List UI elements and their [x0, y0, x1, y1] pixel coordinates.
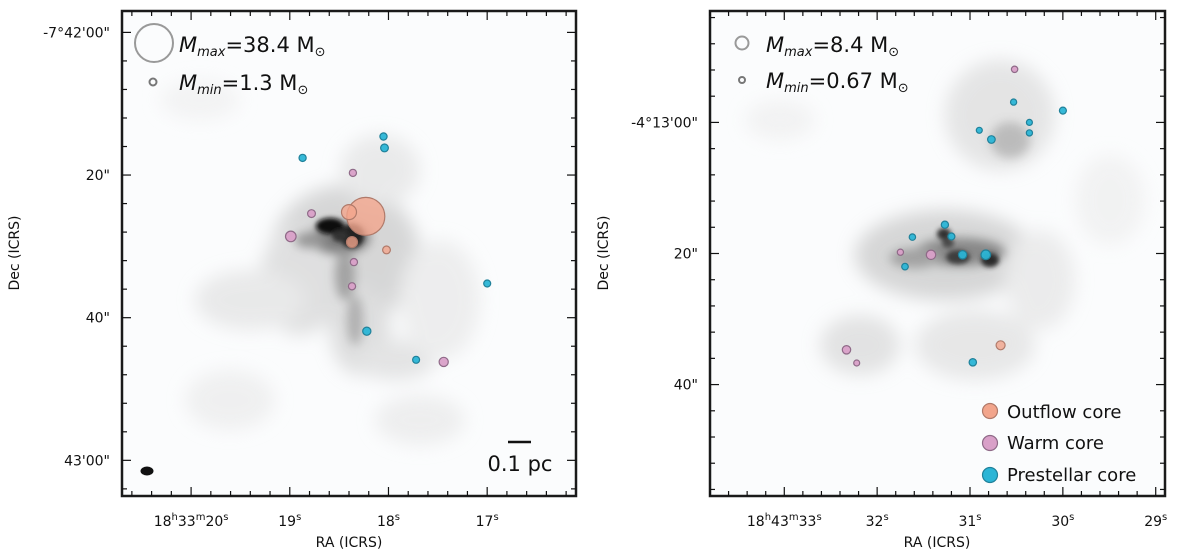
left-x-tick-label-2: 18s [377, 512, 400, 530]
left-panel: 18h33m20s 19s 18s 17s-7°42'00"20"40"43'00" … [7, 9, 578, 551]
left-prestellar-core-point-2 [298, 153, 307, 163]
left-outflow-core-point-3 [382, 245, 392, 255]
right-warm-core-point-2 [896, 248, 905, 256]
left-prestellar-core-point-3 [362, 326, 372, 336]
beam-ellipse [140, 466, 154, 476]
right-legend-max-circle [734, 35, 750, 51]
right-mass-legend: Mmax=8.4 M⊙ Mmin=0.67 M⊙ [734, 33, 909, 96]
right-legend-min-label: Mmin=0.67 M⊙ [766, 69, 909, 96]
left-warm-core-point-4 [347, 282, 357, 291]
left-prestellar-core-point-0 [379, 132, 388, 141]
left-tick-labels: 18h33m20s 19s 18s 17s -7°42'00" 20" 40" 43'00" [43, 25, 499, 530]
right-prestellar-core-point-2 [957, 250, 968, 260]
legend-prestellar-marker [981, 466, 999, 484]
left-outflow-core-point-1 [340, 204, 358, 221]
left-ticks [122, 11, 576, 496]
left-x-tick-label-1: 19s [278, 512, 301, 530]
left-y-axis-label: Dec (ICRS) [7, 216, 23, 291]
right-x-tick-label-4: 29s [1144, 512, 1167, 530]
left-mass-legend: Mmax=38.4 M⊙ Mmin=1.3 M⊙ [134, 23, 326, 98]
right-y-tick-label-2: 40" [674, 378, 698, 394]
left-legend-max-circle [134, 23, 174, 63]
right-prestellar-core-point-8 [1009, 98, 1018, 106]
left-x-axis-label: RA (ICRS) [316, 535, 383, 551]
legend-warm-label: Warm core [1007, 433, 1104, 454]
left-y-tick-label-3: 43'00" [64, 453, 110, 469]
scale-bar-label: 0.1 pc [488, 452, 553, 476]
right-panel: 18h43m33s 32s 31s 30s 29s -4°13'00" 20" 40" Mma… [596, 9, 1167, 551]
left-y-tick-label-2: 40" [86, 311, 110, 327]
right-y-tick-label-1: 20" [674, 247, 698, 263]
left-prestellar-core-point-4 [412, 355, 421, 364]
left-warm-core-point-5 [438, 356, 449, 368]
left-outflow-core-point-2 [345, 236, 359, 249]
right-x-axis-label: RA (ICRS) [904, 535, 971, 551]
left-prestellar-core-point-5 [483, 279, 492, 288]
right-warm-core-point-0 [925, 249, 937, 261]
right-x-tick-label-0: 18h43m33s [747, 512, 822, 530]
right-x-tick-label-3: 30s [1051, 512, 1074, 530]
legend-outflow-label: Outflow core [1007, 402, 1121, 423]
legend-prestellar-label: Prestellar core [1007, 465, 1136, 486]
left-points [284, 132, 492, 368]
left-warm-core-point-3 [349, 257, 359, 267]
right-x-tick-label-1: 32s [866, 512, 889, 530]
legend-warm-marker [981, 434, 999, 452]
right-prestellar-core-point-12 [975, 126, 983, 134]
left-x-tick-label-3: 17s [476, 512, 499, 530]
right-warm-core-point-1 [841, 344, 852, 355]
right-prestellar-core-point-7 [968, 357, 978, 367]
legend-outflow-marker [981, 402, 999, 420]
left-legend-max-label: Mmax=38.4 M⊙ [179, 33, 326, 60]
left-warm-core-point-1 [307, 209, 317, 219]
left-legend-min-label: Mmin=1.3 M⊙ [179, 71, 308, 98]
right-ticks [709, 11, 1165, 496]
right-prestellar-core-point-11 [1058, 106, 1068, 115]
left-prestellar-core-point-1 [380, 143, 390, 153]
left-x-tick-label-0: 18h33m20s [154, 512, 229, 530]
right-x-tick-label-2: 31s [958, 512, 981, 530]
right-prestellar-core-point-6 [901, 262, 909, 271]
right-prestellar-core-point-4 [987, 135, 996, 144]
right-outflow-core-point-0 [995, 340, 1006, 351]
left-warm-core-point-2 [348, 168, 358, 178]
right-warm-core-point-4 [1010, 65, 1019, 74]
right-prestellar-core-point-1 [947, 232, 956, 241]
right-legend-max-label: Mmax=8.4 M⊙ [766, 33, 899, 60]
left-legend-min-circle [148, 77, 158, 87]
right-legend-min-circle [738, 76, 746, 84]
right-prestellar-core-point-0 [940, 220, 950, 229]
right-points [841, 65, 1068, 367]
right-prestellar-core-point-9 [1025, 118, 1034, 127]
left-y-tick-label-1: 20" [86, 168, 110, 184]
right-dust-map [745, 60, 1145, 380]
right-y-axis-label: Dec (ICRS) [596, 216, 612, 291]
scale-bar: 0.1 pc [488, 440, 553, 476]
core-type-legend: Outflow core Warm core Prestellar core [981, 402, 1136, 486]
left-warm-core-point-0 [284, 230, 297, 243]
right-y-tick-label-0: -4°13'00" [631, 115, 698, 131]
right-prestellar-core-point-10 [1025, 129, 1034, 137]
left-y-tick-label-0: -7°42'00" [43, 25, 110, 41]
right-prestellar-core-point-5 [908, 233, 917, 241]
right-tick-labels: 18h43m33s 32s 31s 30s 29s -4°13'00" 20" 40" [631, 115, 1167, 530]
right-warm-core-point-3 [853, 359, 861, 367]
right-prestellar-core-point-3 [980, 249, 992, 261]
